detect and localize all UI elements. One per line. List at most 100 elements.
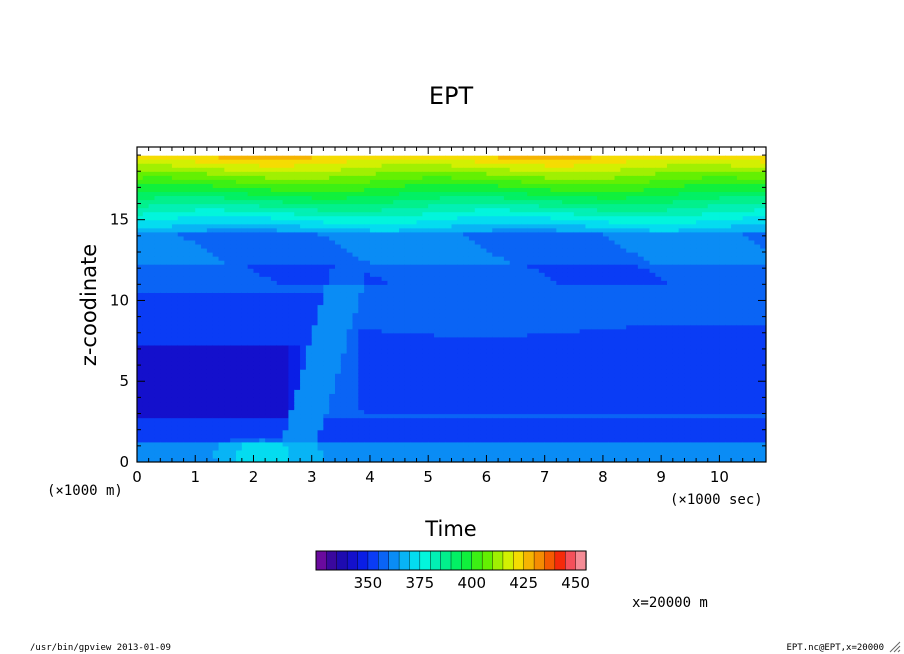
field-cell — [381, 332, 389, 338]
field-cell — [463, 199, 470, 205]
field-cell — [428, 151, 435, 156]
field-cell — [288, 151, 295, 156]
field-cell — [218, 163, 225, 168]
field-cell — [422, 268, 429, 273]
field-cell — [492, 405, 499, 411]
field-cell — [230, 223, 237, 229]
field-cell — [445, 365, 453, 370]
field-cell — [195, 352, 202, 358]
field-cell — [463, 361, 470, 366]
field-cell — [183, 179, 191, 184]
field-cell — [300, 425, 307, 431]
field-cell — [428, 352, 435, 358]
field-cell — [439, 292, 447, 298]
field-cell — [463, 272, 470, 277]
field-cell — [224, 272, 231, 277]
field-cell — [329, 441, 336, 447]
field-cell — [410, 429, 418, 435]
field-cell — [492, 445, 499, 451]
field-cell — [335, 183, 342, 188]
field-cell — [340, 352, 348, 358]
field-cell — [218, 352, 225, 358]
field-cell — [276, 433, 284, 439]
field-cell — [212, 296, 220, 302]
field-cell — [381, 243, 389, 249]
field-cell — [137, 409, 144, 415]
field-cell — [218, 187, 225, 193]
field-cell — [160, 288, 167, 293]
field-cell — [364, 167, 371, 172]
field-cell — [381, 235, 389, 241]
field-cell — [201, 199, 208, 205]
field-cell — [253, 304, 260, 310]
field-cell — [142, 324, 150, 330]
field-cell — [201, 175, 208, 180]
field-cell — [171, 409, 179, 415]
field-cell — [206, 284, 214, 289]
field-cell — [404, 268, 412, 273]
field-cell — [142, 389, 150, 394]
field-cell — [399, 449, 406, 455]
field-cell — [212, 256, 220, 261]
field-cell — [428, 284, 435, 289]
field-cell — [160, 328, 167, 334]
field-cell — [311, 348, 319, 354]
field-cell — [498, 272, 505, 277]
field-cell — [352, 393, 359, 398]
field-cell — [486, 235, 493, 241]
field-cell — [340, 340, 348, 346]
field-cell — [270, 365, 278, 370]
field-cell — [404, 320, 412, 326]
field-cell — [346, 393, 354, 398]
field-cell — [183, 247, 191, 253]
field-cell — [503, 155, 511, 160]
field-cell — [300, 183, 307, 188]
field-cell — [387, 284, 394, 289]
field-cell — [393, 219, 400, 225]
field-cell — [300, 312, 307, 318]
field-cell — [457, 272, 464, 277]
field-cell — [410, 203, 418, 209]
field-cell — [218, 183, 225, 188]
field-cell — [253, 308, 260, 314]
field-cell — [236, 191, 243, 197]
field-cell — [212, 223, 220, 229]
field-cell — [224, 449, 231, 455]
field-cell — [463, 409, 470, 415]
field-cell — [428, 231, 435, 237]
field-cell — [340, 247, 348, 253]
field-cell — [422, 151, 429, 156]
field-cell — [148, 147, 156, 152]
field-cell — [422, 199, 429, 205]
field-cell — [276, 167, 284, 172]
field-cell — [410, 397, 418, 403]
field-cell — [253, 235, 260, 241]
field-cell — [276, 453, 284, 459]
field-cell — [439, 405, 447, 411]
field-cell — [201, 357, 208, 362]
field-cell — [195, 300, 202, 306]
field-cell — [352, 215, 359, 221]
field-cell — [468, 409, 476, 415]
field-cell — [294, 405, 301, 411]
field-cell — [369, 425, 377, 431]
field-cell — [177, 332, 185, 338]
field-cell — [294, 183, 301, 188]
field-cell — [241, 385, 249, 390]
field-cell — [294, 324, 301, 330]
field-cell — [300, 352, 307, 358]
field-cell — [265, 243, 272, 249]
field-cell — [195, 457, 202, 462]
field-cell — [335, 389, 342, 394]
field-cell — [410, 191, 418, 197]
field-cell — [317, 365, 324, 370]
field-cell — [480, 300, 488, 306]
field-cell — [294, 320, 301, 326]
field-cell — [369, 231, 377, 237]
field-cell — [422, 284, 429, 289]
field-cell — [457, 280, 464, 285]
field-cell — [352, 288, 359, 293]
field-cell — [201, 219, 208, 225]
field-cell — [329, 247, 336, 253]
field-cell — [445, 183, 453, 188]
